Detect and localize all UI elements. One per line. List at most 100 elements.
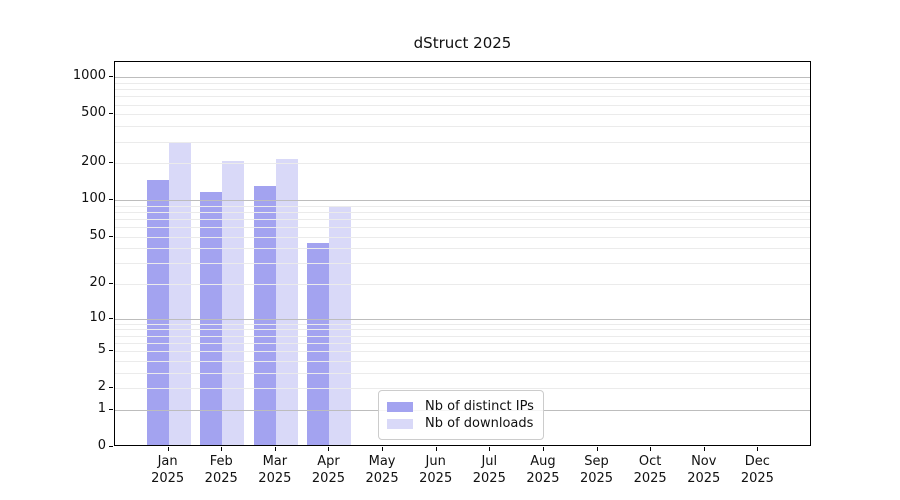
y-tick-mark-5 [109,350,113,352]
x-tick-label-jan: Jan 2025 [138,453,198,487]
gridline-minor-50 [115,236,810,238]
bar-distinct-ips-mar [253,186,276,445]
gridline-minor-3 [115,372,810,374]
bar-distinct-ips-jan [146,180,169,445]
gridline-minor-80 [115,211,810,213]
x-tick-year: 2025 [579,471,614,486]
x-tick-year: 2025 [687,471,721,486]
legend-entry-distinct-ips: Nb of distinct IPs [387,399,534,414]
gridline-major-1000 [115,77,810,79]
x-tick-mark-apr [328,447,330,451]
x-tick-mark-dec [757,447,759,451]
x-tick-year: 2025 [311,471,345,486]
x-tick-month: Oct [638,454,662,469]
y-tick-mark-10 [109,317,113,319]
x-tick-mark-aug [542,447,544,451]
y-tick-mark-1000 [109,76,113,78]
gridline-minor-500 [115,114,810,116]
gridline-minor-4 [115,360,810,362]
legend-swatch-distinct-ips [387,401,413,412]
x-tick-label-dec: Dec 2025 [727,453,787,487]
y-tick-label-100: 100 [81,191,106,207]
gridline-major-100 [115,200,810,202]
gridline-minor-60 [115,227,810,229]
gridline-minor-2 [115,388,810,390]
gridline-minor-20 [115,284,810,286]
y-tick-mark-50 [109,235,113,237]
bar-downloads-mar [275,159,298,445]
x-tick-label-feb: Feb 2025 [191,453,251,487]
x-tick-year: 2025 [151,471,185,486]
x-tick-month: Nov [691,454,717,469]
gridline-minor-400 [115,126,810,128]
y-tick-label-1: 1 [97,400,106,416]
x-tick-label-apr: Apr 2025 [298,453,358,487]
x-tick-month: Mar [262,454,288,469]
x-tick-label-may: May 2025 [352,453,412,487]
gridline-minor-900 [115,82,810,84]
y-tick-mark-200 [109,162,113,164]
x-tick-label-jun: Jun 2025 [406,453,466,487]
gridline-minor-200 [115,163,810,165]
x-tick-mark-nov [703,447,705,451]
x-tick-mark-sep [596,447,598,451]
bar-downloads-feb [222,160,245,445]
x-tick-mark-jan [167,447,169,451]
gridline-minor-6 [115,342,810,344]
x-tick-label-oct: Oct 2025 [620,453,680,487]
gridline-major-10 [115,318,810,320]
x-tick-month: Sep [584,454,609,469]
x-tick-year: 2025 [258,471,292,486]
x-tick-month: Dec [744,454,770,469]
gridline-minor-7 [115,335,810,337]
gridline-minor-40 [115,248,810,250]
x-tick-year: 2025 [472,471,506,486]
legend-swatch-downloads [387,418,413,429]
gridline-minor-70 [115,218,810,220]
x-tick-year: 2025 [204,471,238,486]
y-tick-label-10: 10 [89,309,106,325]
bar-downloads-apr [329,206,352,445]
x-tick-year: 2025 [419,471,453,486]
x-tick-label-mar: Mar 2025 [245,453,305,487]
y-tick-label-0: 0 [97,438,106,453]
bar-distinct-ips-apr [307,243,330,445]
y-tick-mark-100 [109,199,113,201]
x-tick-mark-oct [650,447,652,451]
x-tick-year: 2025 [633,471,667,486]
y-tick-label-20: 20 [89,275,106,291]
x-tick-label-jul: Jul 2025 [459,453,519,487]
y-tick-label-2: 2 [97,379,106,395]
x-tick-mark-feb [221,447,223,451]
y-tick-mark-2 [109,387,113,389]
gridline-minor-8 [115,329,810,331]
gridline-minor-90 [115,205,810,207]
x-tick-mark-jul [489,447,491,451]
legend-entry-downloads: Nb of downloads [387,416,534,431]
y-tick-label-200: 200 [81,154,106,170]
x-tick-label-nov: Nov 2025 [674,453,734,487]
legend-label-downloads: Nb of downloads [425,416,534,431]
x-tick-year: 2025 [365,471,399,486]
legend: Nb of distinct IPs Nb of downloads [378,390,544,440]
x-tick-month: Feb [209,454,233,469]
x-tick-mark-jun [435,447,437,451]
y-tick-mark-20 [109,283,113,285]
x-tick-year: 2025 [740,471,774,486]
y-tick-mark-0 [109,446,113,447]
gridline-minor-300 [115,141,810,143]
x-tick-mark-may [382,447,384,451]
y-tick-label-1000: 1000 [72,68,106,84]
gridline-minor-800 [115,89,810,91]
gridline-minor-5 [115,351,810,353]
y-tick-label-500: 500 [81,105,106,121]
x-tick-month: Apr [317,454,340,469]
legend-label-distinct-ips: Nb of distinct IPs [425,399,534,414]
bar-distinct-ips-feb [200,191,223,445]
x-tick-label-aug: Aug 2025 [513,453,573,487]
plot-area [114,61,811,446]
chart-title: dStruct 2025 [413,34,512,52]
y-tick-mark-1 [109,408,113,410]
gridline-minor-700 [115,96,810,98]
